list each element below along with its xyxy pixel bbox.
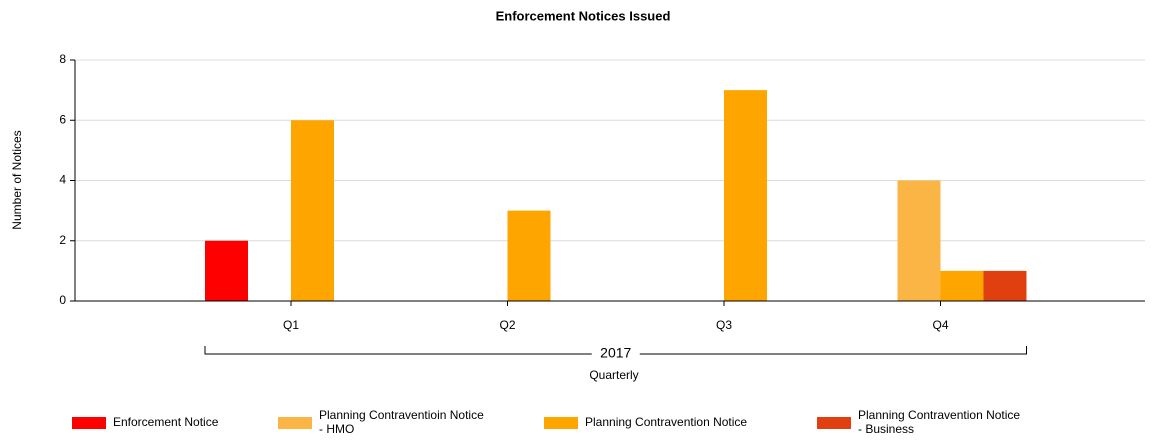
- legend-swatch: [72, 417, 106, 429]
- y-tick-label: 2: [59, 233, 66, 247]
- legend-label-line: - Business: [858, 422, 914, 436]
- x-tick-label: Q3: [716, 318, 732, 332]
- legend-label-line: Planning Contravention Notice: [858, 408, 1020, 422]
- bar: [983, 270, 1027, 301]
- legend-swatch: [278, 417, 312, 429]
- group-bracket: [204, 346, 1027, 355]
- legend-label: Planning Contravention Notice - Business: [858, 408, 1020, 436]
- legend-swatch: [817, 417, 851, 429]
- x-axis-label: Quarterly: [589, 368, 638, 382]
- y-tick-label: 6: [59, 112, 66, 126]
- legend-label-line: Planning Contraventioin Notice: [319, 408, 484, 422]
- x-tick-label: Q2: [499, 318, 515, 332]
- y-tick-label: 0: [59, 293, 66, 307]
- legend-label: Planning Contravention Notice: [585, 415, 747, 429]
- legend-label: Enforcement Notice: [113, 415, 219, 429]
- bar: [205, 240, 248, 301]
- group-label: 2017: [600, 345, 631, 361]
- y-tick-label: 8: [59, 52, 66, 66]
- chart-title: Enforcement Notices Issued: [496, 8, 671, 23]
- bar: [940, 270, 984, 301]
- legend-label: Planning Contraventioin Notice - HMO: [319, 408, 484, 436]
- legend-swatch: [544, 417, 578, 429]
- bar: [507, 210, 551, 301]
- legend-label-line: - HMO: [319, 422, 354, 436]
- x-tick-label: Q4: [932, 318, 948, 332]
- bar: [724, 90, 767, 301]
- y-tick-label: 4: [59, 173, 66, 187]
- y-axis-label: Number of Notices: [10, 130, 24, 229]
- bar: [897, 180, 941, 301]
- bar: [291, 120, 334, 301]
- x-tick-label: Q1: [283, 318, 299, 332]
